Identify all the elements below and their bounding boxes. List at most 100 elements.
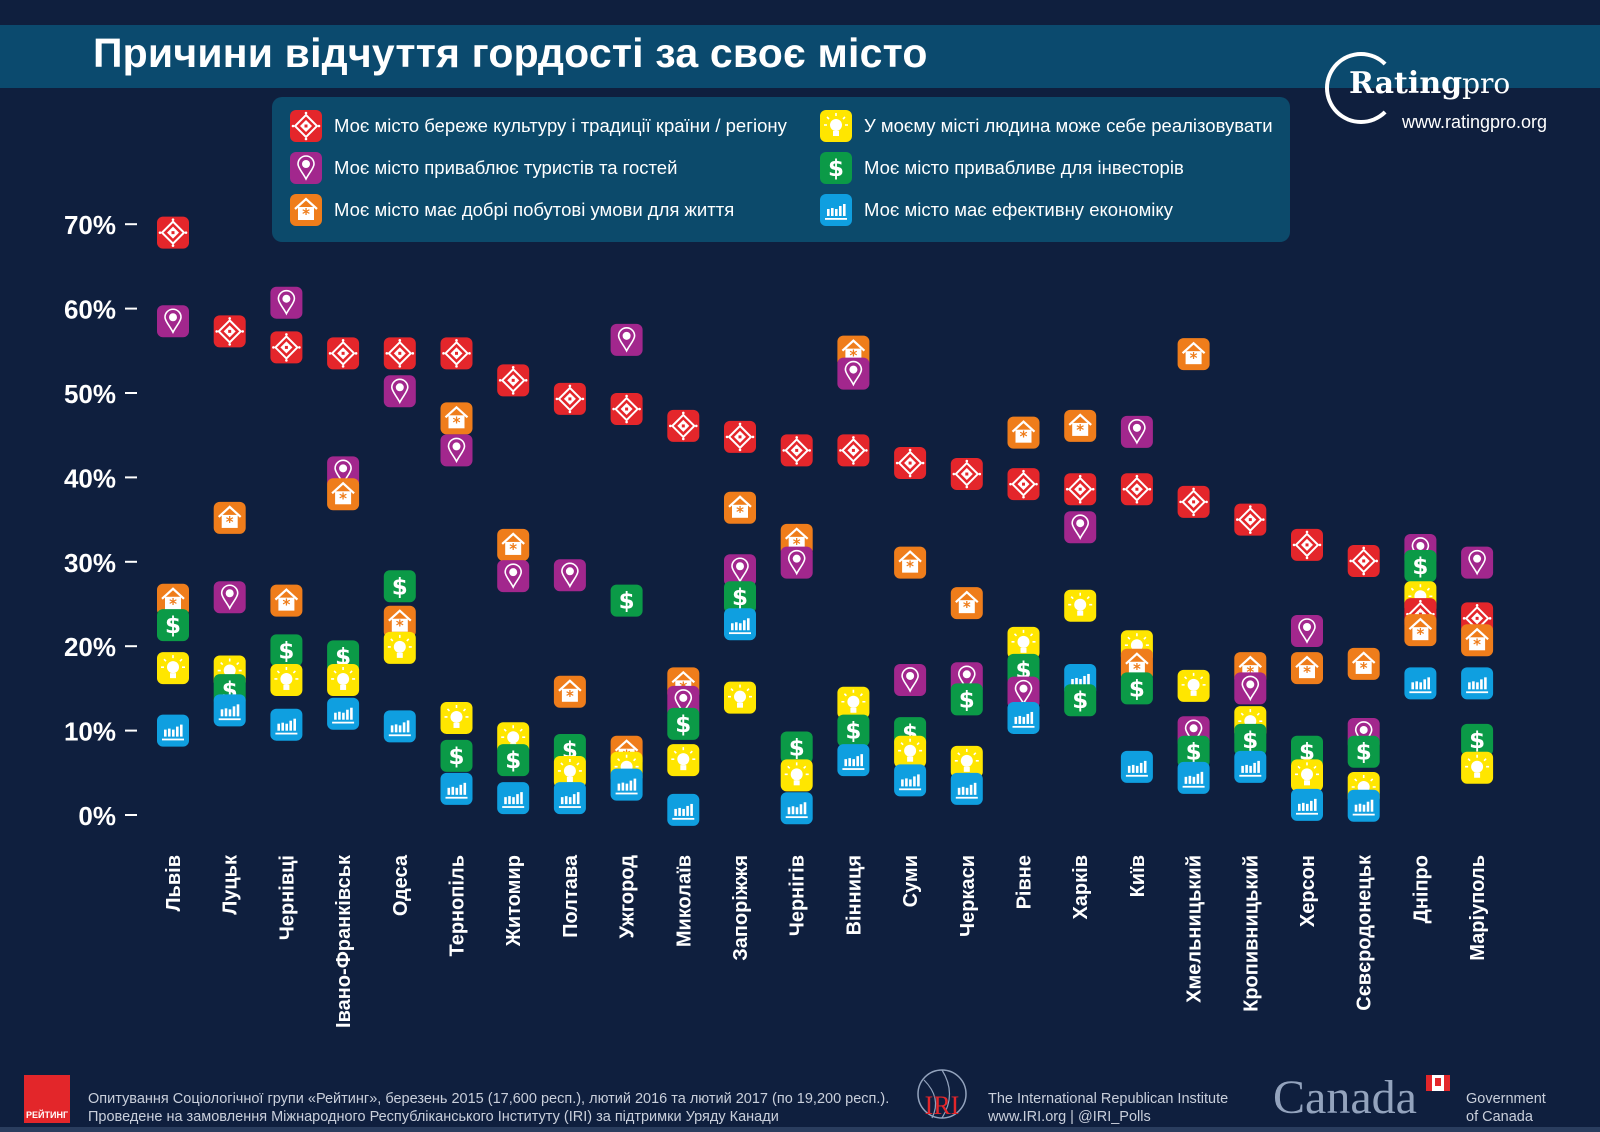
data-point-lightbulb-icon: [157, 652, 189, 685]
legend-label: Моє місто має ефективну економіку: [864, 199, 1173, 220]
legend-label: Моє місто береже культуру і традиції кра…: [334, 115, 787, 136]
data-point-map-pin-icon: [440, 434, 473, 467]
data-point-ornament-icon: [610, 393, 643, 426]
data-point-lightbulb-icon: [440, 701, 473, 734]
data-point-bar-chart-icon: [837, 744, 870, 777]
x-category-label: Черкаси: [957, 855, 979, 937]
data-point-ornament-icon: [724, 420, 756, 453]
data-point-house-icon: [383, 605, 416, 638]
data-point-ornament-icon: [1120, 473, 1153, 506]
gov-line-1: Government: [1466, 1091, 1546, 1107]
dollar-icon: [845, 718, 862, 745]
data-point-ornament-icon: [1291, 528, 1323, 561]
data-point-ornament-icon: [440, 337, 473, 370]
data-point-bar-chart-icon: [1234, 750, 1267, 783]
source-line-2: Проведене на замовлення Міжнародного Рес…: [88, 1109, 779, 1125]
iri-logo-text: IRI: [925, 1091, 960, 1120]
data-point-dollar-icon: [440, 739, 473, 772]
dollar-icon: [675, 711, 692, 738]
x-category-label: Сєвєродонецьк: [1354, 854, 1376, 1011]
data-point-map-pin-icon: [1007, 676, 1040, 709]
data-point-bar-chart-icon: [383, 710, 416, 743]
data-point-house-icon: [1177, 338, 1210, 371]
data-point-map-pin-icon: [553, 559, 586, 592]
iri-credit: The International Republican Institute w…: [988, 1090, 1228, 1126]
x-category-label: Дніпро: [1410, 855, 1432, 923]
gov-line-2: of Canada: [1466, 1109, 1533, 1125]
dollar-icon: [391, 574, 408, 601]
legend-item-culture: Моє місто береже культуру і традиції кра…: [290, 110, 787, 142]
data-point-dollar-icon: [1120, 672, 1153, 705]
y-tick-label: 10%: [64, 717, 116, 747]
lightbulb-icon: [820, 110, 852, 142]
x-category-label: Чернівці: [276, 855, 298, 940]
data-point-map-pin-icon: [610, 323, 643, 356]
data-point-house-icon: [553, 675, 586, 708]
y-tick-label: 30%: [64, 548, 116, 578]
canada-flag-icon: [1426, 1075, 1450, 1091]
legend-item-living: Моє місто має добрі побутові умови для ж…: [290, 194, 734, 226]
dollar-icon: [1128, 676, 1145, 703]
ornament-icon: [290, 110, 322, 142]
data-point-map-pin-icon: [837, 357, 870, 390]
brand-url[interactable]: www.ratingpro.org: [1402, 112, 1548, 132]
iri-links[interactable]: www.IRI.org | @IRI_Polls: [988, 1109, 1151, 1125]
dollar-icon: [788, 735, 805, 762]
data-point-bar-chart-icon: [1404, 667, 1437, 700]
x-category-label: Ужгород: [617, 855, 639, 939]
data-point-dollar-icon: [1234, 723, 1267, 756]
data-point-map-pin-icon: [894, 663, 927, 696]
data-point-ornament-icon: [327, 337, 360, 370]
dollar-icon: [1185, 739, 1202, 766]
data-point-house-icon: [1347, 647, 1380, 680]
data-point-house-icon: [894, 546, 927, 579]
data-point-dollar-icon: [780, 731, 813, 764]
data-point-ornament-icon: [497, 364, 530, 397]
data-point-ornament-icon: [1007, 468, 1040, 501]
x-category-label: Маріуполь: [1467, 855, 1489, 961]
dollar-icon: [958, 687, 975, 714]
ratingpro-logo[interactable]: Ratingpro www.ratingpro.org: [1325, 52, 1595, 142]
data-point-house-icon: [1064, 409, 1097, 442]
data-point-dollar-icon: [724, 581, 756, 614]
x-category-label: Суми: [900, 855, 922, 907]
dollar-icon: [1469, 727, 1486, 754]
data-point-ornament-icon: [780, 434, 813, 467]
data-point-lightbulb-icon: [894, 735, 927, 768]
data-point-house-icon: [270, 584, 303, 617]
data-point-bar-chart-icon: [1461, 667, 1494, 700]
x-category-label: Полтава: [560, 854, 582, 938]
data-point-lightbulb-icon: [383, 631, 416, 664]
y-tick-label: 70%: [64, 210, 116, 240]
data-point-lightbulb-icon: [837, 686, 870, 719]
data-point-ornament-icon: [1064, 473, 1097, 506]
iri-name: The International Republican Institute: [988, 1091, 1229, 1107]
x-category-label: Житомир: [503, 855, 525, 947]
data-point-house-icon: [440, 402, 473, 435]
data-point-map-pin-icon: [1120, 415, 1153, 448]
y-axis: 0% 10% 20% 30% 40% 50% 60% 70%: [64, 210, 137, 831]
data-point-lightbulb-icon: [553, 755, 586, 788]
x-category-label: Луцьк: [220, 854, 242, 915]
data-point-ornament-icon: [1234, 503, 1267, 536]
source-line-1: Опитування Соціологічної групи «Рейтинг»…: [88, 1091, 890, 1107]
data-point-dollar-icon: [610, 584, 643, 617]
x-category-label: Одеса: [390, 854, 412, 916]
logo-ring: [1325, 52, 1397, 124]
data-point-ornament-icon: [950, 458, 983, 491]
data-point-dollar-icon: [1064, 684, 1097, 717]
data-point-house-icon: [497, 528, 530, 561]
data-point-lightbulb-icon: [327, 663, 360, 696]
x-category-label: Львів: [163, 855, 185, 911]
data-point-ornament-icon: [383, 337, 416, 370]
data-point-lightbulb-icon: [1064, 589, 1097, 622]
dollar-icon: [505, 748, 522, 775]
data-point-bar-chart-icon: [327, 697, 360, 730]
x-category-label: Вінниця: [843, 855, 865, 935]
data-point-house-icon: [1404, 614, 1437, 647]
y-tick-label: 50%: [64, 379, 116, 409]
rating-group-logo: РЕЙТИНГ: [24, 1075, 70, 1123]
data-point-bar-chart-icon: [1291, 788, 1323, 821]
legend-item-self-realization: У моєму місті людина може себе реалізову…: [820, 110, 1273, 142]
data-point-ornament-icon: [270, 331, 303, 364]
